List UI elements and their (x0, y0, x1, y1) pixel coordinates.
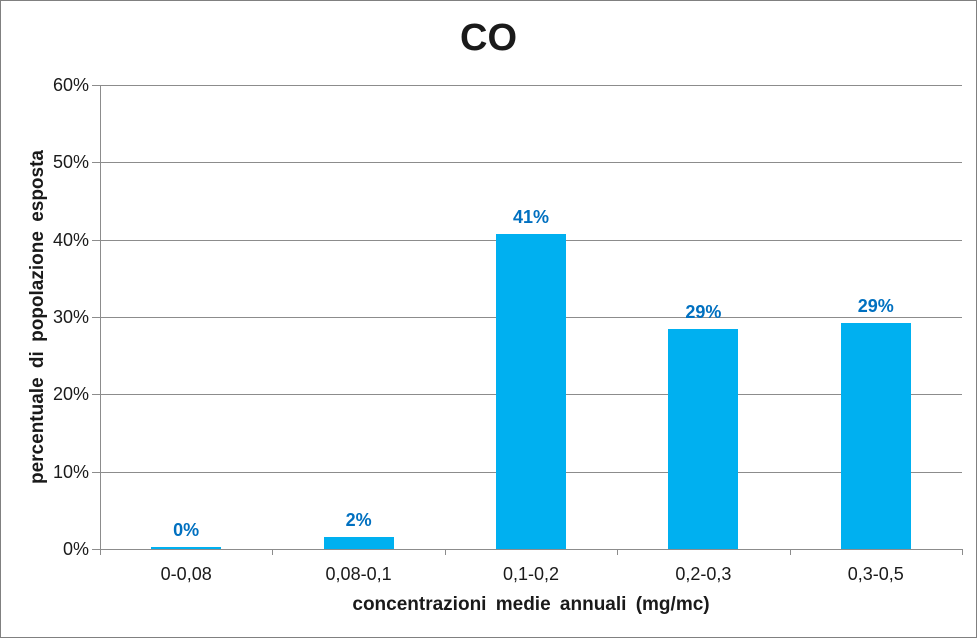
chart-title: CO (460, 17, 517, 59)
bar (840, 323, 911, 549)
bar-value-label: 2% (345, 510, 372, 531)
bar-value-label: 41% (512, 207, 550, 228)
x-axis-tick (100, 549, 101, 555)
x-axis-tick (962, 549, 963, 555)
x-axis-tick (617, 549, 619, 555)
bar-value-label: 29% (685, 301, 722, 322)
y-axis-tick (92, 394, 100, 396)
x-tick-label: 0,2-0,3 (675, 564, 732, 584)
bar (668, 328, 739, 549)
y-tick-label: 10% (52, 461, 89, 482)
y-axis-tick (92, 317, 100, 318)
y-tick-label: 50% (52, 152, 89, 173)
y-axis-tick (92, 85, 100, 86)
y-tick-label: 30% (52, 307, 89, 327)
gridline (100, 85, 962, 86)
x-tick-label: 0,1-0,2 (502, 564, 560, 584)
bar (323, 537, 394, 549)
y-axis-line (100, 85, 101, 550)
x-axis-tick (789, 549, 791, 555)
bar-value-label: 0% (173, 519, 200, 540)
y-tick-label: 0% (62, 539, 89, 559)
y-axis-tick (92, 239, 100, 241)
y-tick-label: 40% (52, 229, 89, 250)
x-axis-tick (272, 549, 274, 555)
x-tick-label: 0-0,08 (160, 564, 212, 584)
x-tick-label: 0,3-0,5 (847, 564, 904, 584)
x-axis-tick (444, 549, 446, 555)
bar (151, 546, 222, 549)
bar (496, 234, 566, 549)
y-axis-tick (92, 471, 100, 473)
y-tick-label: 20% (52, 384, 89, 405)
x-axis-title: concentrazioni medie annuali (mg/mc) (352, 594, 710, 615)
x-tick-label: 0,08-0,1 (325, 564, 392, 584)
gridline (100, 162, 962, 164)
y-tick-label: 60% (52, 75, 89, 95)
y-axis-tick (92, 162, 100, 164)
y-axis-tick (92, 549, 100, 550)
bar-value-label: 29% (857, 296, 894, 317)
x-axis-line (100, 549, 963, 550)
